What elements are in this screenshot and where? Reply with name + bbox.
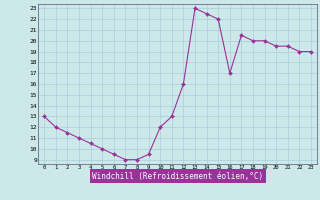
X-axis label: Windchill (Refroidissement éolien,°C): Windchill (Refroidissement éolien,°C) xyxy=(92,172,263,181)
